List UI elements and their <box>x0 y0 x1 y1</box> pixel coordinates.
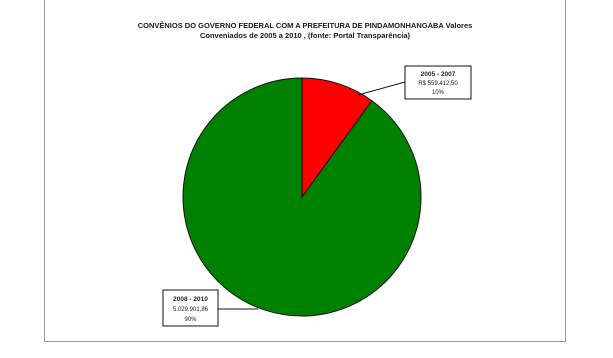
callout-leader-line-1 <box>357 81 406 96</box>
callout-value-2: 5.029.901,86 <box>173 307 209 313</box>
callout-label-2: 2008 - 2010 <box>173 296 208 303</box>
callout-percent-2: 90% <box>184 317 197 323</box>
callout-percent-1: 10% <box>432 90 445 96</box>
callout-box-1 <box>404 65 472 100</box>
chart-title-line-2: Conveniados de 2005 a 2010 , (fonte: Por… <box>199 31 411 40</box>
chart-title: CONVÊNIOS DO GOVERNO FEDERAL COM A PREFE… <box>44 21 566 41</box>
callout-box-2 <box>162 289 219 327</box>
chart-title-line-1: CONVÊNIOS DO GOVERNO FEDERAL COM A PREFE… <box>137 21 473 30</box>
pie-slice-1 <box>301 77 373 199</box>
callout-label-1: 2005 - 2007 <box>421 71 456 78</box>
callout-value-1: R$ 559.412,50 <box>418 81 458 87</box>
pie-slices <box>182 77 422 317</box>
pie-slice-2 <box>182 77 422 317</box>
